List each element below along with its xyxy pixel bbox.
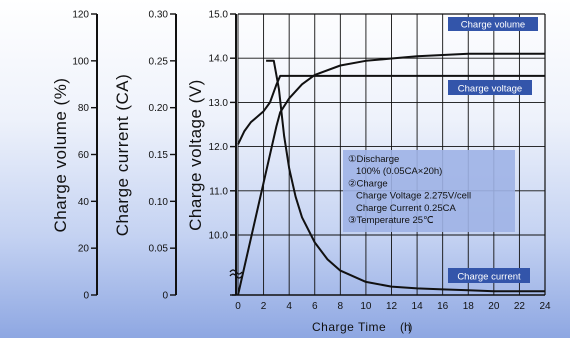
- x-tick-label: 10: [360, 301, 372, 312]
- condition-line: ②Charge: [348, 178, 388, 189]
- charge-voltage-tick-label: 11.0: [209, 186, 228, 197]
- charge-volume-axis-title: Charge volume (%): [51, 78, 70, 233]
- charge-volume-tick-label: 80: [78, 103, 90, 114]
- charge-volume-tick-label: 120: [72, 10, 89, 21]
- condition-line: Charge Voltage 2.275V/cell: [356, 191, 471, 202]
- x-tick-label: 4: [286, 301, 292, 312]
- charge-current-tick-label: 0.30: [149, 10, 169, 21]
- series-lines: [237, 52, 545, 296]
- series-label-box: [448, 268, 530, 283]
- x-axis-paren: ( ): [400, 320, 413, 334]
- charge-voltage-axis-title: Charge voltage (V): [186, 79, 205, 231]
- series-labels: Charge volume Charge voltage Charge curren…: [448, 17, 538, 283]
- x-tick-label: 12: [386, 301, 398, 312]
- condition-line: Charge Current 0.25CA: [356, 203, 456, 214]
- x-axis-unit: h: [404, 320, 411, 334]
- charge-current-tick-label: 0: [162, 291, 168, 302]
- charge-current-tick-label: 0.10: [149, 197, 169, 208]
- condition-line: ①Discharge: [348, 154, 399, 165]
- charge-voltage-tick-label: 12.0: [209, 142, 229, 153]
- axis-break-mark: [229, 273, 243, 279]
- condition-line: ③Temperature 25℃: [348, 215, 434, 226]
- series-label-text: Charge volume: [461, 20, 525, 31]
- x-tick-label: 14: [412, 301, 424, 312]
- charge-current-tick-label: 0.20: [149, 103, 169, 114]
- x-tick-label: 0: [235, 301, 241, 312]
- charge-voltage-tick-label: 15.0: [209, 10, 229, 21]
- charge-volume-tick-label: 60: [78, 150, 90, 161]
- x-tick-label: 6: [312, 301, 318, 312]
- series-line-charge-voltage: [237, 74, 545, 145]
- charge-volume-tick-label: 100: [72, 56, 89, 67]
- axis-break-mark: [229, 269, 243, 275]
- conditions-box: [343, 150, 515, 232]
- x-tick-label: 2: [261, 301, 267, 312]
- x-tick-label: 20: [488, 301, 500, 312]
- series-label-text: Charge current: [457, 272, 521, 283]
- charge-current-tick-label: 0.25: [149, 56, 169, 67]
- x-tick-label: 18: [463, 301, 475, 312]
- series-line-charge-current: [266, 59, 545, 293]
- series-label-box: [448, 17, 538, 31]
- charge-current-tick-label: 0.15: [149, 150, 169, 161]
- x-tick-label: 24: [539, 301, 551, 312]
- charge-voltage-tick-label: 10.0: [209, 231, 229, 242]
- charge-current-tick-label: 0.05: [149, 244, 169, 255]
- series-line-charge-volume: [237, 52, 545, 296]
- series-label-text: Charge voltage: [458, 84, 522, 95]
- charge-volume-tick-label: 20: [78, 244, 90, 255]
- x-tick-label: 8: [338, 301, 344, 312]
- x-tick-label: 22: [514, 301, 526, 312]
- charge-volume-tick-label: 40: [78, 197, 90, 208]
- series-label-box: [448, 80, 532, 95]
- condition-line: 100% (0.05CA×20h): [356, 166, 442, 177]
- x-axis-title: Charge Time: [312, 320, 386, 334]
- charge-voltage-tick-label: 13.0: [209, 98, 229, 109]
- x-tick-label: 16: [437, 301, 449, 312]
- charge-voltage-tick-label: 14.0: [209, 54, 229, 65]
- charge-current-axis-title: Charge current (CA): [113, 74, 132, 237]
- charge-volume-tick-label: 0: [83, 291, 89, 302]
